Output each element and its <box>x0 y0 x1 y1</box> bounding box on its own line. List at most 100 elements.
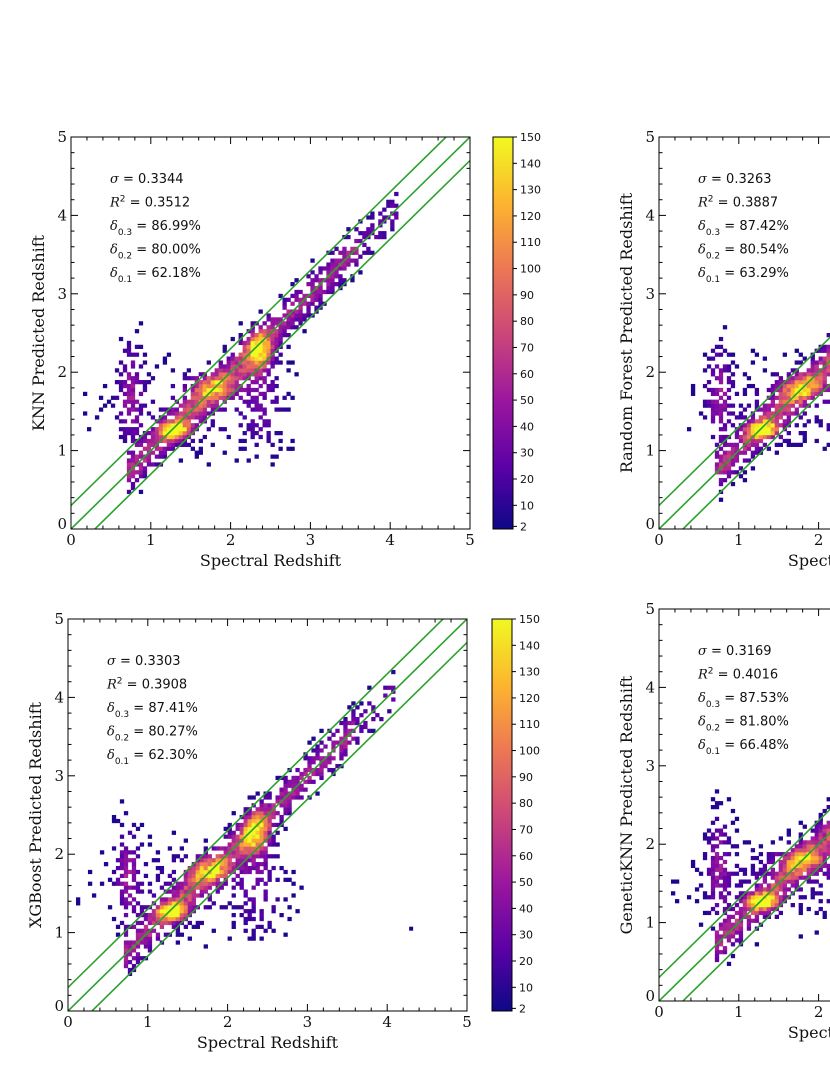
heatmap-cell <box>742 387 748 393</box>
heatmap-cell <box>170 411 176 416</box>
heatmap-cell <box>259 807 264 812</box>
heatmap-cell <box>150 427 156 432</box>
heatmap-cell <box>175 916 181 922</box>
colorbar-tick-label: 80 <box>520 315 534 328</box>
heatmap-cell <box>722 458 728 463</box>
heatmap-cell <box>162 450 168 455</box>
heatmap-cell <box>334 258 339 263</box>
heatmap-cell <box>134 329 140 334</box>
heatmap-cell <box>778 415 783 420</box>
heatmap-cell <box>746 840 752 845</box>
y-tick-label: 2 <box>645 835 655 853</box>
heatmap-cell <box>158 446 164 451</box>
heatmap-cell <box>258 329 263 334</box>
heatmap-cell <box>710 926 716 931</box>
heatmap-cell <box>254 336 259 342</box>
heatmap-cell <box>294 325 299 330</box>
heatmap-cell <box>714 875 720 880</box>
heatmap-cell <box>247 818 252 824</box>
heatmap-cell <box>822 824 827 829</box>
heatmap-cell <box>246 387 251 393</box>
heatmap-cell <box>286 325 291 330</box>
heatmap-cell <box>211 928 216 933</box>
heatmap-cell <box>754 871 760 876</box>
heatmap-cell <box>274 336 279 342</box>
heatmap-cell <box>750 855 756 861</box>
heatmap-cell <box>239 826 244 831</box>
heatmap-cell <box>114 380 120 385</box>
heatmap-cell <box>130 376 136 381</box>
heatmap-cell <box>690 391 696 397</box>
heatmap-cell <box>211 877 216 882</box>
heatmap-cell <box>126 391 132 397</box>
heatmap-cell <box>126 407 132 412</box>
heatmap-cell <box>242 344 247 349</box>
heatmap-cell <box>138 391 144 397</box>
heatmap-cell <box>195 854 200 859</box>
heatmap-cell <box>750 419 756 424</box>
heatmap-cell <box>702 383 708 389</box>
heatmap-cell <box>190 415 195 420</box>
heatmap-cell <box>183 873 188 879</box>
heatmap-cell <box>207 897 212 902</box>
heatmap-cell <box>131 858 137 863</box>
heatmap-cell <box>246 458 251 463</box>
heatmap-cell <box>331 740 336 745</box>
heatmap-cell <box>726 797 732 802</box>
heatmap-cell <box>203 862 208 867</box>
heatmap-cell <box>171 869 177 875</box>
heatmap-cell <box>374 235 379 240</box>
heatmap-cell <box>347 740 352 745</box>
heatmap-cell <box>782 387 787 393</box>
heatmap-cell <box>738 427 744 432</box>
heatmap-cell <box>798 431 803 436</box>
heatmap-cell <box>122 431 128 436</box>
heatmap-cell <box>806 391 811 397</box>
heatmap-cell <box>227 830 232 835</box>
heatmap-cell <box>726 368 732 373</box>
heatmap-cell <box>726 419 732 424</box>
heatmap-cell <box>258 376 263 381</box>
heatmap-cell <box>722 403 728 408</box>
heatmap-cell <box>311 771 316 777</box>
heatmap-cell <box>186 427 191 432</box>
heatmap-cell <box>130 462 136 467</box>
heatmap-cell <box>826 442 830 447</box>
heatmap-cell <box>766 852 772 857</box>
heatmap-cell <box>223 873 228 879</box>
colorbar-tick-label: 120 <box>519 692 540 705</box>
heatmap-cell <box>798 820 803 825</box>
heatmap-cell <box>175 905 181 910</box>
guide-lines <box>68 619 467 1011</box>
heatmap-cell <box>278 329 283 334</box>
heatmap-cell <box>306 305 311 310</box>
heatmap-cell <box>255 834 260 839</box>
heatmap-cell <box>714 466 720 471</box>
heatmap-cell <box>750 867 756 872</box>
heatmap-cell <box>750 360 756 365</box>
heatmap-cell <box>710 387 716 393</box>
heatmap-cell <box>259 834 264 839</box>
heatmap-cell <box>130 391 136 397</box>
colorbar-tick-label: 130 <box>519 666 540 679</box>
heatmap-cell <box>390 219 395 224</box>
heatmap-cell <box>754 352 760 357</box>
heatmap-cell <box>218 360 223 365</box>
heatmap-cell <box>714 407 720 412</box>
heatmap-cell <box>802 875 807 880</box>
heatmap-cell <box>382 207 387 212</box>
heatmap-cell <box>730 383 736 389</box>
heatmap-cell <box>222 372 227 377</box>
heatmap-cell <box>790 411 795 416</box>
heatmap-cell <box>251 916 256 922</box>
x-tick-label: 5 <box>462 1013 472 1031</box>
heatmap-cell <box>247 936 252 941</box>
heatmap-cell <box>354 262 359 267</box>
heatmap-cell <box>294 313 299 318</box>
heatmap-cell <box>98 407 104 412</box>
heatmap-cell <box>231 830 236 835</box>
heatmap-cell <box>162 356 168 361</box>
heatmap-cell <box>299 787 304 792</box>
heatmap-cell <box>375 713 380 718</box>
heatmap-cell <box>286 446 291 451</box>
